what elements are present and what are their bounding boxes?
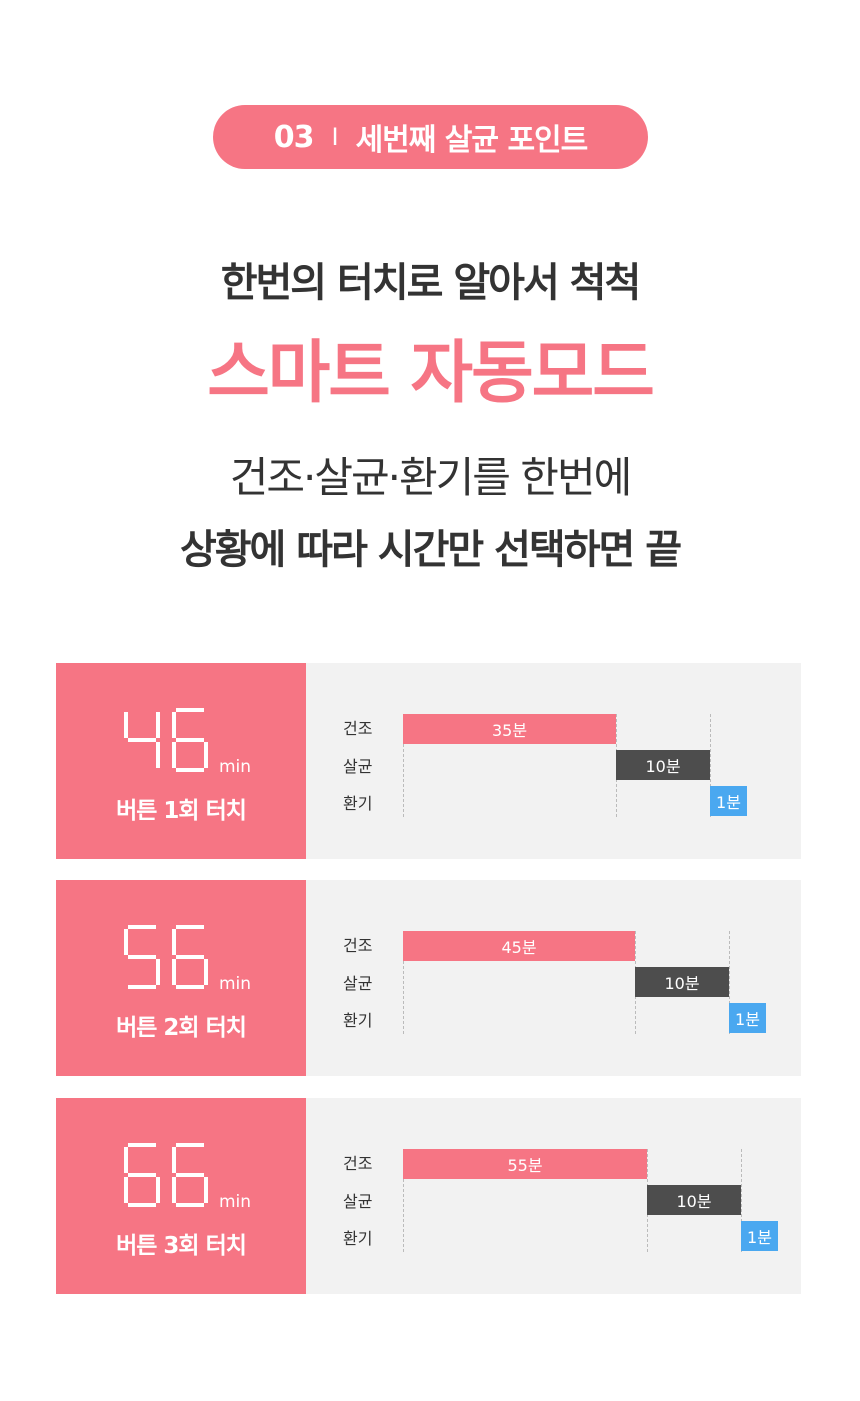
- digit-segment: [156, 959, 160, 985]
- digit-segment: [176, 1203, 204, 1207]
- touch-count-label: 버튼 2회 터치: [116, 1015, 247, 1041]
- headline-title: 스마트 자동모드: [207, 334, 655, 413]
- row-label-ventilate: 환기: [343, 1011, 373, 1030]
- bar-dry: 45분: [403, 931, 635, 961]
- divider-line: [729, 931, 730, 1034]
- bar-sterilize: 10분: [647, 1185, 741, 1215]
- row-label-dry: 건조: [343, 936, 373, 955]
- digit-segment: [172, 929, 176, 955]
- row-label-sterilize: 살균: [343, 974, 373, 993]
- digit-segment: [156, 742, 160, 768]
- mode-panel: min 버튼 2회 터치 건조 살균 환기 45분 10분 1분: [56, 880, 801, 1076]
- divider-line: [710, 714, 711, 817]
- divider-line: [403, 714, 404, 817]
- row-label-ventilate: 환기: [343, 1229, 373, 1248]
- digit-segment: [172, 712, 176, 738]
- digit-segment: [204, 1177, 208, 1203]
- bar-ventilate: 1분: [741, 1221, 778, 1251]
- row-label-ventilate: 환기: [343, 794, 373, 813]
- digit-segment: [176, 955, 204, 959]
- headline-line3: 건조·살균·환기를 한번에: [229, 453, 632, 502]
- section-badge: 03 I 세번째 살균 포인트: [213, 105, 648, 169]
- mode-summary: min 버튼 3회 터치: [56, 1098, 306, 1294]
- digit-segment: [176, 768, 204, 772]
- digit-segment: [172, 742, 176, 768]
- divider-line: [403, 931, 404, 1034]
- mode-summary: min 버튼 2회 터치: [56, 880, 306, 1076]
- timeline-chart: 건조 살균 환기 45분 10분 1분: [306, 880, 801, 1076]
- timeline-chart: 건조 살균 환기 35분 10분 1분: [306, 663, 801, 859]
- timeline-chart: 건조 살균 환기 55분 10분 1분: [306, 1098, 801, 1294]
- bar-sterilize: 10분: [635, 967, 729, 997]
- headline-line1: 한번의 터치로 알아서 척척: [220, 260, 642, 306]
- digit-segment: [124, 712, 128, 738]
- digit-segment: [128, 985, 156, 989]
- digit-segment: [172, 1147, 176, 1173]
- digit-segment: [176, 985, 204, 989]
- headline-line4: 상황에 따라 시간만 선택하면 끝: [179, 527, 682, 573]
- mode-panel: min 버튼 1회 터치 건조 살균 환기 35분 10분 1분: [56, 663, 801, 859]
- row-label-sterilize: 살균: [343, 757, 373, 776]
- digit-segment: [156, 712, 160, 738]
- digit-segment: [176, 925, 204, 929]
- divider-line: [403, 1149, 404, 1252]
- digit-segment: [172, 959, 176, 985]
- segment-display: [124, 925, 208, 989]
- digit-segment: [204, 959, 208, 985]
- unit-label: min: [219, 974, 252, 994]
- touch-count-label: 버튼 3회 터치: [116, 1233, 247, 1259]
- digit-segment: [128, 1203, 156, 1207]
- unit-label: min: [219, 757, 252, 777]
- badge-title: 세번째 살균 포인트: [355, 123, 589, 158]
- segment-display: [124, 1143, 208, 1207]
- row-label-dry: 건조: [343, 1154, 373, 1173]
- unit-label: min: [219, 1192, 252, 1212]
- digit-segment: [128, 738, 156, 742]
- digit-segment: [124, 1147, 128, 1173]
- bar-dry: 35분: [403, 714, 616, 744]
- row-label-dry: 건조: [343, 719, 373, 738]
- digit-segment: [128, 1173, 156, 1177]
- digit-segment: [156, 1177, 160, 1203]
- digit-segment: [128, 925, 156, 929]
- touch-count-label: 버튼 1회 터치: [116, 798, 247, 824]
- digit-segment: [176, 1173, 204, 1177]
- badge-separator: I: [331, 123, 338, 151]
- digit-segment: [204, 742, 208, 768]
- mode-panel: min 버튼 3회 터치 건조 살균 환기 55분 10분 1분: [56, 1098, 801, 1294]
- mode-summary: min 버튼 1회 터치: [56, 663, 306, 859]
- digit-segment: [176, 738, 204, 742]
- row-label-sterilize: 살균: [343, 1192, 373, 1211]
- digit-segment: [124, 1177, 128, 1203]
- digit-segment: [124, 929, 128, 955]
- digit-segment: [172, 1177, 176, 1203]
- digit-segment: [128, 1143, 156, 1147]
- digit-segment: [128, 955, 156, 959]
- badge-number: 03: [273, 119, 315, 155]
- divider-line: [741, 1149, 742, 1252]
- digit-segment: [176, 1143, 204, 1147]
- bar-dry: 55분: [403, 1149, 647, 1179]
- digit-segment: [176, 708, 204, 712]
- bar-sterilize: 10분: [616, 750, 710, 780]
- segment-display: [124, 708, 208, 772]
- bar-ventilate: 1분: [729, 1003, 766, 1033]
- bar-ventilate: 1분: [710, 786, 747, 816]
